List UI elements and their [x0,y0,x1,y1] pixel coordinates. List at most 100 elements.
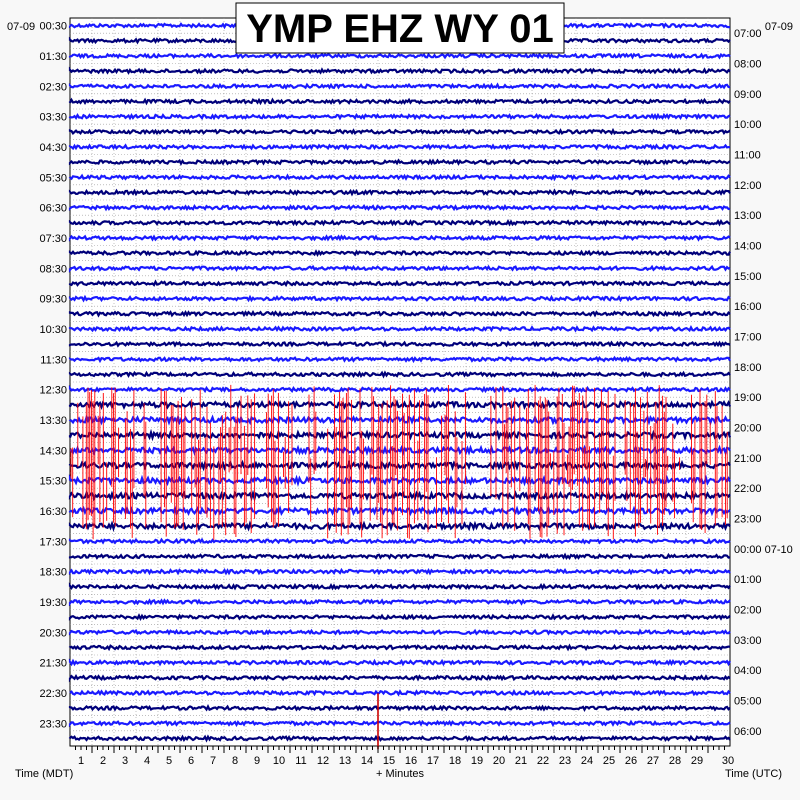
y-left-label: 15:30 [39,476,67,488]
y-left-label: 00:30 [39,21,67,33]
trace-row [68,385,731,394]
y-left-label: 11:30 [40,354,67,366]
trace-row [68,66,731,75]
y-left-label: 07:30 [39,233,67,245]
x-tick-label: 3 [122,755,128,767]
y-left-label: 01:30 [39,51,67,63]
date-right: 07-09 [765,21,793,33]
x-tick-label: 17 [427,755,439,767]
date-left: 07-09 [7,21,35,33]
axis-labels: 1 2 3 4 5 6 7 8 9 10 11 12 13 14 15 16 17 18 19 20 21 22 23 24 2… [39,21,792,767]
trace-row [69,689,731,697]
y-right-label: 09:00 [734,89,762,101]
title-box [235,2,565,54]
y-right-label: 05:00 [734,696,762,708]
trace-row [68,474,731,488]
grid-lines [70,18,730,746]
x-tick-label: 29 [691,755,703,767]
x-tick-label: 4 [144,755,150,767]
trace-row [68,279,731,288]
trace-row [68,52,731,60]
y-left-label: 13:30 [39,415,67,427]
trace-row [68,355,731,364]
y-right-label: 08:00 [734,59,762,71]
trace-row [68,188,731,197]
trace-row [68,112,731,121]
x-tick-label: 26 [625,755,637,767]
x-tick-label: 20 [493,755,505,767]
trace-row [68,218,731,227]
trace-row [68,82,731,90]
chart-title: YMP EHZ WY 01 [246,7,554,51]
y-left-label: 09:30 [39,294,67,306]
x-tick-label: 23 [559,755,571,767]
y-right-label: 14:00 [734,241,762,253]
y-right-label: 07:00 [734,28,762,40]
x-tick-label: 10 [273,755,285,767]
x-tick-label: 21 [515,755,527,767]
trace-row [68,734,731,743]
y-right-label: 02:00 [734,605,762,617]
y-right-label: 18:00 [734,362,762,374]
trace-row [68,97,731,106]
x-tick-label: 15 [383,755,395,767]
trace-row [68,489,731,502]
trace-row [68,643,731,652]
x-tick-label: 11 [295,755,306,767]
y-left-label: 18:30 [39,567,67,579]
y-right-label: 23:00 [734,514,762,526]
x-label-center: + Minutes [376,768,424,780]
y-left-label: 16:30 [39,506,67,518]
y-left-label: 05:30 [39,172,67,184]
trace-row [68,628,731,636]
x-tick-label: 25 [603,755,615,767]
y-left-label: 10:30 [39,324,67,336]
y-right-label: 13:00 [734,210,762,222]
trace-row [68,567,731,576]
y-left-label: 12:30 [39,385,67,397]
trace-row [68,552,731,561]
trace-row [68,325,731,333]
x-tick-label: 30 [722,755,734,767]
trace-row [68,173,731,182]
trace-row [68,203,731,212]
trace-row [68,249,731,257]
trace-row [68,613,731,621]
trace-row [68,537,731,545]
y-right-label: 19:00 [734,392,762,404]
trace-row [68,582,731,591]
y-left-label: 23:30 [39,718,67,730]
trace-row [68,158,731,166]
burst-spikes [70,384,728,540]
x-label-right: Time (UTC) [725,768,782,780]
x-tick-label: 13 [339,755,351,767]
trace-row [68,399,732,411]
x-tick-label: 6 [188,755,194,767]
y-right-label: 15:00 [734,271,762,283]
trace-row [68,658,731,667]
y-right-label: 22:00 [734,483,762,495]
y-left-label: 06:30 [39,203,67,215]
trace-row [69,444,731,457]
x-tick-label: 5 [166,755,172,767]
x-tick-label: 7 [210,755,216,767]
x-tick-label: 18 [449,755,461,767]
x-tick-label: 24 [581,755,593,767]
trace-row [68,674,731,683]
y-right-label: 00:00 07-10 [734,544,793,556]
x-tick-label: 8 [232,755,238,767]
y-right-label: 21:00 [734,453,762,465]
y-left-label: 17:30 [39,536,67,548]
y-right-label: 20:00 [734,423,762,435]
y-left-label: 02:30 [39,81,67,93]
y-right-label: 06:00 [734,726,762,738]
y-left-label: 20:30 [39,627,67,639]
x-tick-label: 16 [405,755,417,767]
trace-row [68,340,731,348]
x-tick-label: 22 [537,755,549,767]
y-right-label: 12:00 [734,180,762,192]
x-tick-label: 1 [78,755,84,767]
y-left-label: 03:30 [39,112,67,124]
trace-row [68,414,731,426]
y-right-label: 11:00 [734,150,761,162]
